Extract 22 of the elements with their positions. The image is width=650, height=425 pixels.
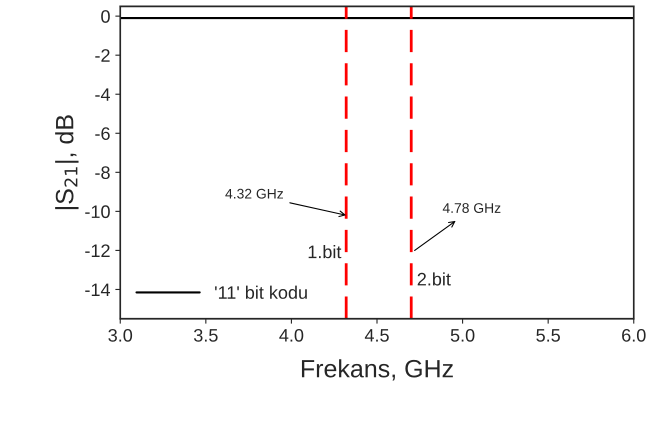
annotation: 4.78 GHz bbox=[442, 203, 500, 213]
annotation: 1.bit bbox=[308, 245, 342, 258]
x-tick-label: 5.0 bbox=[450, 328, 474, 342]
x-tick-label: 3.0 bbox=[108, 328, 132, 342]
y-tick-label: -2 bbox=[95, 49, 110, 62]
x-axis-title: Frekans, GHz bbox=[302, 359, 453, 381]
annotation: 2.bit bbox=[418, 272, 451, 286]
y-tick-label: -8 bbox=[95, 166, 110, 180]
legend-label: '11' bit kodu bbox=[215, 286, 307, 299]
x-tick-label: 4.0 bbox=[279, 328, 304, 342]
y-tick-label: -12 bbox=[85, 244, 110, 257]
x-tick-label: 6.0 bbox=[622, 328, 646, 342]
annotation: 4.32 GHz bbox=[225, 188, 283, 199]
x-tick-label: 5.5 bbox=[536, 329, 560, 342]
y-tick-label: 0 bbox=[101, 10, 110, 23]
y-tick-label: -4 bbox=[95, 88, 110, 101]
y-tick-label: -6 bbox=[95, 127, 110, 140]
x-tick-label: 3.5 bbox=[194, 328, 218, 342]
x-tick-label: 4.5 bbox=[364, 329, 389, 342]
y-tick-label: -14 bbox=[85, 284, 110, 296]
y-tick-label: -10 bbox=[85, 205, 110, 218]
y-axis-title: |S$_{21}$|, dB bbox=[55, 115, 79, 210]
